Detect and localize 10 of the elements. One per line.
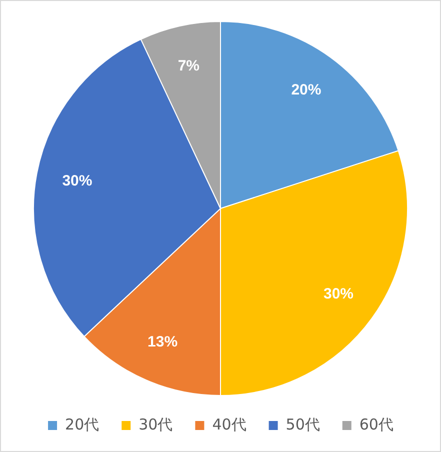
data-label: 13% bbox=[148, 334, 178, 351]
data-label: 30% bbox=[323, 285, 354, 302]
legend-label: 50代 bbox=[286, 415, 320, 434]
data-label: 20% bbox=[291, 82, 322, 99]
legend-label: 60代 bbox=[359, 415, 394, 434]
data-label: 30% bbox=[62, 172, 92, 190]
legend-label: 20代 bbox=[65, 415, 100, 434]
legend-label: 40代 bbox=[212, 415, 246, 434]
data-label: 7% bbox=[178, 57, 200, 74]
legend-label: 30代 bbox=[138, 415, 173, 434]
